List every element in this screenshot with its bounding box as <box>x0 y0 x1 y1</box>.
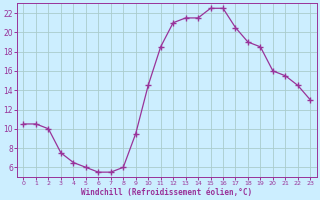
X-axis label: Windchill (Refroidissement éolien,°C): Windchill (Refroidissement éolien,°C) <box>81 188 252 197</box>
